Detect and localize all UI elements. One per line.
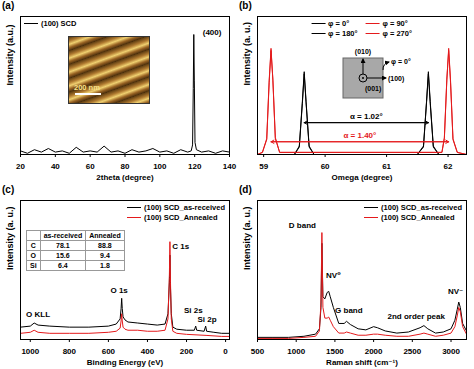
svg-text:2theta (degree): 2theta (degree) bbox=[96, 173, 154, 182]
svg-text:Intensity (a. u.): Intensity (a. u.) bbox=[242, 22, 252, 86]
svg-text:0: 0 bbox=[223, 347, 228, 356]
html-text:as-received: as-received bbox=[43, 232, 83, 239]
svg-text:C 1s: C 1s bbox=[172, 242, 189, 251]
html-text:(100) SCD: (100) SCD bbox=[41, 19, 77, 28]
svg-text:200: 200 bbox=[180, 347, 194, 356]
svg-text:1500: 1500 bbox=[326, 347, 344, 356]
svg-text:62: 62 bbox=[444, 162, 453, 171]
svg-text:O 1s: O 1s bbox=[110, 286, 128, 295]
html-text:(c): (c) bbox=[2, 184, 15, 195]
html-text:(a): (a) bbox=[2, 0, 15, 11]
svg-text:Intensity (a.u.): Intensity (a.u.) bbox=[5, 24, 15, 85]
svg-text:61: 61 bbox=[382, 162, 391, 171]
html-text:78.1: 78.1 bbox=[56, 242, 70, 249]
html-text:(d): (d) bbox=[239, 184, 252, 195]
svg-text:Omega (degree): Omega (degree) bbox=[332, 173, 393, 182]
svg-text:(001): (001) bbox=[365, 85, 381, 93]
html-text:C: C bbox=[30, 242, 36, 249]
svg-text:80: 80 bbox=[121, 162, 130, 171]
svg-text:NV⁰: NV⁰ bbox=[326, 271, 341, 280]
html-text:15.6: 15.6 bbox=[56, 252, 70, 259]
html-text:φ = 90°: φ = 90° bbox=[382, 19, 408, 28]
svg-text:600: 600 bbox=[102, 347, 116, 356]
svg-text:120: 120 bbox=[188, 162, 202, 171]
html-text:Annealed: Annealed bbox=[89, 232, 121, 239]
svg-text:40: 40 bbox=[51, 162, 60, 171]
svg-text:Raman shift (cm⁻¹): Raman shift (cm⁻¹) bbox=[326, 358, 398, 367]
svg-text:φ = 0°: φ = 0° bbox=[391, 58, 411, 66]
html-text:Si: Si bbox=[30, 262, 37, 269]
html-text:(100) SCD_as-received: (100) SCD_as-received bbox=[381, 203, 462, 212]
svg-text:NV⁻: NV⁻ bbox=[448, 287, 463, 296]
svg-text:Si 2p: Si 2p bbox=[197, 315, 216, 324]
svg-text:Si 2s: Si 2s bbox=[184, 306, 203, 315]
svg-text:60: 60 bbox=[321, 162, 330, 171]
svg-text:2nd order peak: 2nd order peak bbox=[388, 312, 446, 321]
html-text:88.8: 88.8 bbox=[98, 242, 112, 249]
svg-text:1000: 1000 bbox=[21, 347, 39, 356]
svg-text:(100): (100) bbox=[388, 75, 404, 83]
html-text:(b): (b) bbox=[239, 0, 252, 11]
svg-text:(010): (010) bbox=[355, 48, 371, 56]
svg-text:(400): (400) bbox=[203, 28, 222, 37]
html-text:φ = 0°: φ = 0° bbox=[328, 19, 350, 28]
svg-text:800: 800 bbox=[63, 347, 77, 356]
svg-text:100: 100 bbox=[153, 162, 167, 171]
html-text:φ = 180°: φ = 180° bbox=[328, 29, 358, 38]
svg-text:2000: 2000 bbox=[365, 347, 383, 356]
html-text:9.4: 9.4 bbox=[100, 252, 110, 259]
svg-text:59: 59 bbox=[259, 162, 268, 171]
svg-text:2500: 2500 bbox=[403, 347, 421, 356]
svg-text:O KLL: O KLL bbox=[26, 310, 50, 319]
html-text:φ = 270°: φ = 270° bbox=[382, 29, 412, 38]
svg-text:Binding Energy (eV): Binding Energy (eV) bbox=[87, 358, 164, 367]
html-text:1.8: 1.8 bbox=[100, 262, 110, 269]
svg-text:α = 1.02°: α = 1.02° bbox=[350, 112, 383, 121]
html-text:(100) SCD_as-received: (100) SCD_as-received bbox=[144, 203, 225, 212]
html-text:(100) SCD_Annealed: (100) SCD_Annealed bbox=[381, 213, 455, 222]
svg-text:400: 400 bbox=[141, 347, 155, 356]
html-text:O: O bbox=[30, 252, 36, 259]
svg-text:D band: D band bbox=[289, 221, 316, 230]
html-text:200 nm: 200 nm bbox=[74, 83, 100, 92]
svg-text:500: 500 bbox=[251, 347, 265, 356]
svg-text:1000: 1000 bbox=[287, 347, 305, 356]
html-text:(100) SCD_Annealed: (100) SCD_Annealed bbox=[144, 213, 218, 222]
svg-text:20: 20 bbox=[16, 162, 25, 171]
svg-text:60: 60 bbox=[86, 162, 95, 171]
svg-text:140: 140 bbox=[223, 162, 237, 171]
svg-text:Intensity (a. u.): Intensity (a. u.) bbox=[242, 206, 252, 270]
svg-text:α = 1.40°: α = 1.40° bbox=[343, 131, 376, 140]
svg-text:G band: G band bbox=[335, 306, 363, 315]
html-text:6.4: 6.4 bbox=[58, 262, 68, 269]
svg-text:3000: 3000 bbox=[442, 347, 460, 356]
svg-text:Intensity (a. u.): Intensity (a. u.) bbox=[5, 206, 15, 270]
